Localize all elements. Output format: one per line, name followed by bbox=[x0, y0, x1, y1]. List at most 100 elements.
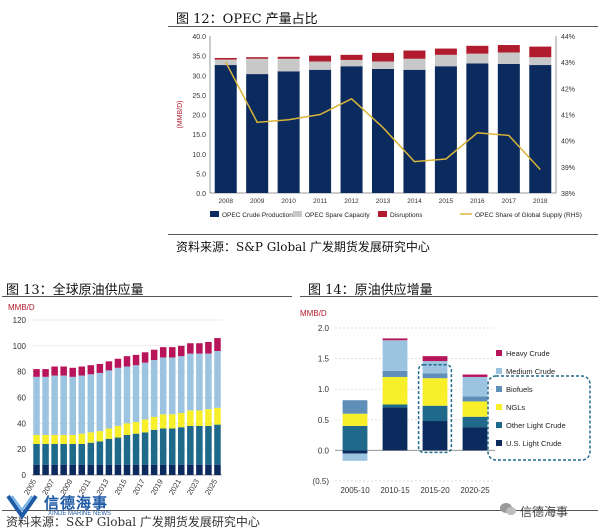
fig13-bar-segment bbox=[78, 444, 86, 465]
fig12-bar-disruptions bbox=[277, 56, 300, 59]
fig13-bar-segment bbox=[33, 369, 40, 377]
fig13-bar-segment bbox=[78, 464, 86, 475]
fig13-bar-segment bbox=[60, 434, 67, 444]
fig14-y-tick-label: 2.0 bbox=[318, 324, 330, 333]
fig14-bar-segment bbox=[422, 361, 448, 374]
fig12-bar-spare bbox=[246, 58, 269, 75]
fig12-bar-production bbox=[497, 63, 520, 194]
fig13-y-tick-label: 100 bbox=[13, 342, 27, 351]
fig12-y2-tick-label: 43% bbox=[561, 60, 575, 67]
fig14-x-tick-label: 2010-15 bbox=[380, 486, 410, 495]
fig14-legend-label: U.S. Light Crude bbox=[506, 439, 561, 448]
fig13-bar-segment bbox=[105, 370, 113, 429]
fig13-bar-segment bbox=[123, 464, 131, 475]
fig13-y-tick-label: 40 bbox=[17, 419, 26, 428]
fig14-x-tick-label: 2005-10 bbox=[340, 486, 370, 495]
fig12-title: 图 12：OPEC 产量占比 bbox=[176, 12, 318, 27]
fig13-bar-segment bbox=[178, 413, 185, 428]
fig12-bar-disruptions bbox=[340, 54, 363, 60]
fig14-legend-highlight-box bbox=[487, 375, 591, 461]
fig12-bar-production bbox=[434, 66, 457, 193]
fig12-share-line bbox=[225, 61, 541, 170]
fig14-legend-label: NGLs bbox=[506, 403, 525, 412]
fig14-bar-segment bbox=[382, 407, 408, 451]
fig13-bar-segment bbox=[196, 464, 203, 475]
fig13-y-tick-label: 0 bbox=[22, 471, 27, 480]
fig14-bar-segment bbox=[422, 373, 448, 379]
fig14-bar-segment bbox=[422, 405, 448, 422]
fig14-bar-segment bbox=[342, 400, 368, 414]
fig13-bar-segment bbox=[196, 410, 203, 426]
fig14-bar-segment bbox=[462, 396, 488, 402]
fig14-legend-swatch bbox=[496, 368, 502, 374]
fig13-bar-segment bbox=[51, 434, 58, 444]
fig12-y-tick-label: 30.0 bbox=[192, 73, 206, 80]
fig13-bar-segment bbox=[159, 347, 167, 358]
anchor-logo-icon bbox=[6, 494, 38, 520]
fig14-legend-label: Medium Crude bbox=[506, 367, 555, 376]
fig12-bar-disruptions bbox=[466, 45, 489, 54]
fig12-y-tick-label: 10.0 bbox=[192, 152, 206, 159]
fig14-y-tick-label: 0.0 bbox=[318, 446, 330, 455]
fig13-bar-segment bbox=[51, 444, 58, 465]
fig12-x-tick-label: 2013 bbox=[376, 198, 391, 205]
fig12-x-tick-label: 2011 bbox=[313, 198, 327, 205]
fig12-x-tick-label: 2009 bbox=[250, 198, 265, 205]
fig13-bar-segment bbox=[42, 376, 49, 435]
fig12-y2-tick-label: 41% bbox=[561, 113, 575, 120]
fig12-x-tick-label: 2008 bbox=[218, 198, 233, 205]
fig13-bar-segment bbox=[51, 366, 58, 376]
fig13-x-tick-label: 2025 bbox=[203, 478, 219, 497]
fig13-bar-segment bbox=[42, 434, 49, 444]
fig12-legend-label: Disruptions bbox=[390, 212, 423, 219]
fig13-bar-segment bbox=[69, 434, 76, 444]
fig13-bar-segment bbox=[159, 414, 167, 429]
fig13-bar-segment bbox=[78, 375, 86, 434]
fig13-bar-segment bbox=[141, 362, 149, 420]
fig13-bar-segment bbox=[96, 441, 104, 465]
fig12-bar-production bbox=[403, 69, 426, 193]
watermark-wechat-text: 信德海事 bbox=[520, 505, 569, 519]
fig13-bar-segment bbox=[205, 464, 212, 475]
fig13-bar-segment bbox=[132, 433, 140, 465]
fig13-y-tick-label: 80 bbox=[17, 368, 26, 377]
fig12-bar-production bbox=[340, 66, 363, 193]
fig13-bar-segment bbox=[187, 464, 194, 475]
fig14-y-tick-label: 1.5 bbox=[318, 355, 330, 364]
fig14-bar-segment bbox=[382, 376, 408, 405]
fig13-bar-segment bbox=[159, 357, 167, 415]
fig13-bar-segment bbox=[105, 361, 113, 371]
fig14-bar-segment bbox=[422, 356, 448, 362]
fig13-bar-segment bbox=[96, 363, 104, 373]
fig13-bar-segment bbox=[105, 464, 113, 475]
fig13-bar-segment bbox=[214, 464, 221, 475]
fig14-bar-segment bbox=[462, 401, 488, 417]
fig13-bar-segment bbox=[150, 360, 158, 417]
fig14-chart: MMB/D (0.5) 0.0 0.5 1.0 1.5 2.0 2005-10 2010-15 2… bbox=[300, 309, 591, 495]
fig12-y-tick-label: 15.0 bbox=[192, 132, 206, 139]
fig12-bar-spare bbox=[529, 57, 552, 66]
fig14-y-axis-label: MMB/D bbox=[300, 309, 327, 318]
fig13-bar-segment bbox=[114, 367, 122, 426]
fig13-bar-segment bbox=[114, 358, 122, 368]
fig12-bar-disruptions bbox=[403, 50, 426, 59]
fig12-source-rule bbox=[168, 234, 598, 235]
fig13-bar-segment bbox=[87, 432, 95, 443]
watermark-logo: 信德海事 XINDE MARINE NEWS bbox=[4, 492, 154, 522]
fig13-bar-segment bbox=[159, 428, 167, 465]
fig13-bar-segment bbox=[69, 464, 76, 475]
fig14-highlight-box bbox=[417, 363, 453, 454]
fig12-bar-spare bbox=[371, 61, 395, 69]
fig13-bar-segment bbox=[69, 367, 76, 377]
fig13-x-tick-label: 2021 bbox=[167, 478, 183, 497]
fig14-bar-segment bbox=[342, 425, 368, 451]
fig13-bar-segment bbox=[205, 353, 212, 410]
fig12-bar-production bbox=[277, 71, 300, 193]
fig13-bar-segment bbox=[214, 338, 221, 351]
fig13-title-rule bbox=[2, 296, 292, 297]
fig13-bar-segment bbox=[42, 444, 49, 465]
fig14-bar-segment bbox=[382, 404, 408, 408]
fig14-title-rule bbox=[300, 296, 598, 297]
fig13-bar-segment bbox=[60, 464, 67, 475]
fig12-bar-spare bbox=[466, 53, 489, 64]
